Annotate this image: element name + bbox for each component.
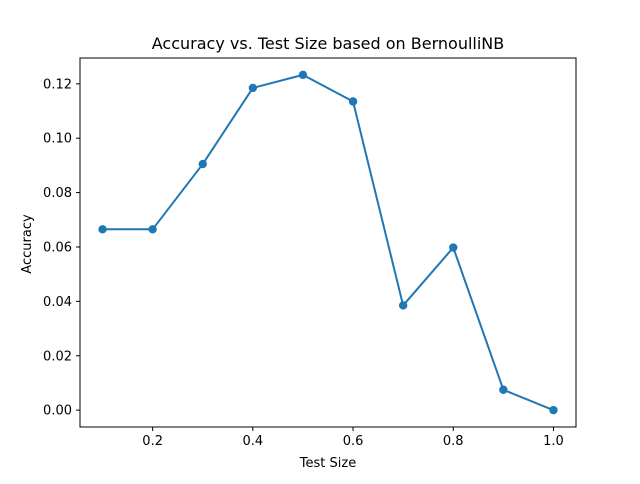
y-tick-label: 0.12 <box>43 77 72 92</box>
x-tick-label: 0.2 <box>142 434 163 449</box>
data-point <box>449 243 458 252</box>
x-tick-label: 0.8 <box>443 434 464 449</box>
y-tick-label: 0.04 <box>43 295 72 310</box>
y-tick-label: 0.00 <box>43 404 72 419</box>
chart-title: Accuracy vs. Test Size based on Bernoull… <box>152 34 505 53</box>
data-point <box>499 385 508 394</box>
series-line <box>101 73 555 412</box>
y-tick-label: 0.10 <box>43 132 72 147</box>
data-point <box>348 97 358 106</box>
data-point <box>198 159 207 169</box>
plot-frame <box>79 57 577 428</box>
data-point <box>298 70 308 80</box>
x-tick-label: 1.0 <box>543 434 564 449</box>
y-tick-label: 0.06 <box>43 240 72 255</box>
data-point <box>248 83 258 93</box>
data-point <box>549 405 558 415</box>
data-point <box>98 225 107 234</box>
y-axis-label: Accuracy <box>20 214 35 274</box>
x-tick-label: 0.4 <box>243 434 264 449</box>
data-point <box>148 225 157 234</box>
plot-area: 0.2 0.4 0.6 0.8 1.0 0.00 0.02 0.04 0.06 0.08 0.10 0… <box>43 57 577 449</box>
y-tick-label: 0.02 <box>43 349 72 364</box>
data-point <box>398 301 408 310</box>
y-tick-label: 0.08 <box>43 186 72 201</box>
x-tick-label: 0.6 <box>343 434 364 449</box>
x-axis-label: Test Size <box>299 456 356 471</box>
